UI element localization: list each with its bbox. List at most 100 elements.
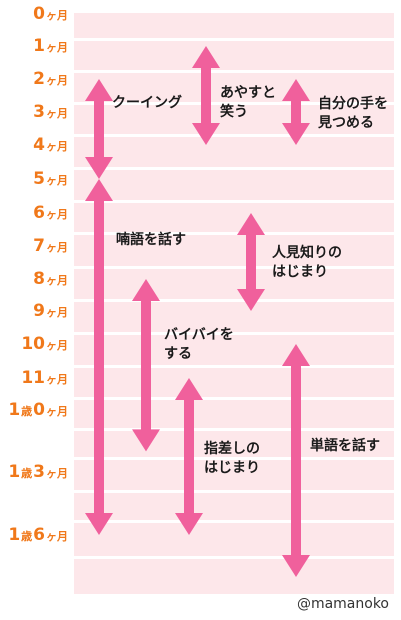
age-label-number: 5 <box>33 169 45 189</box>
milestone-label-line: 指差しの <box>204 441 260 457</box>
milestone-label-line: バイバイを <box>164 327 234 343</box>
age-label: 11ヶ月 <box>0 368 68 390</box>
arrow-head-up <box>282 344 310 366</box>
age-label: 7ヶ月 <box>0 236 68 258</box>
age-label-number: 3 <box>33 102 45 122</box>
milestone-label-line: 喃語を話す <box>116 232 186 248</box>
band-divider <box>74 332 394 335</box>
arrow-shaft <box>184 399 194 514</box>
milestone-label-line: 単語を話す <box>310 438 380 454</box>
band-divider <box>74 556 394 559</box>
milestone-label: あやすと 笑う <box>220 84 276 122</box>
arrow-head-up <box>237 213 265 235</box>
milestone-arrow <box>237 213 265 311</box>
age-label-unit: ヶ月 <box>46 9 68 22</box>
milestone-arrow <box>175 378 203 535</box>
arrow-head-up <box>192 46 220 68</box>
age-label-number: 1 <box>8 462 21 482</box>
arrow-head-down <box>282 555 310 577</box>
milestone-label-line: する <box>164 346 192 362</box>
band-divider <box>74 397 394 400</box>
age-label-unit: ヶ月 <box>46 241 68 254</box>
age-label-number: 11 <box>21 368 45 388</box>
age-label-unit: 歳 <box>21 467 33 480</box>
age-label: 10ヶ月 <box>0 334 68 356</box>
age-label: 9ヶ月 <box>0 301 68 323</box>
age-label-unit: ヶ月 <box>46 74 68 87</box>
arrow-head-down <box>192 123 220 145</box>
arrow-head-up <box>282 79 310 101</box>
band-divider <box>74 266 394 269</box>
age-label-unit: ヶ月 <box>46 467 68 480</box>
milestone-label-line: 自分の手を <box>318 96 388 112</box>
age-label-number: 9 <box>33 301 45 321</box>
age-label-number: 8 <box>33 269 45 289</box>
band-divider <box>74 428 394 431</box>
milestone-arrow <box>132 279 160 452</box>
milestone-label: 自分の手を 見つめる <box>318 95 388 133</box>
band-divider <box>74 38 394 41</box>
milestone-arrow <box>85 79 113 179</box>
arrow-head-down <box>175 513 203 535</box>
milestone-arrow <box>192 46 220 145</box>
arrow-head-up <box>85 179 113 201</box>
age-label: 4ヶ月 <box>0 135 68 157</box>
age-label: 1歳6ヶ月 <box>0 525 68 547</box>
age-label-number: 1 <box>8 400 21 420</box>
age-label-number: 4 <box>33 135 45 155</box>
age-label-number: 1 <box>8 525 21 545</box>
arrow-shaft <box>94 200 104 514</box>
age-label-unit: ヶ月 <box>46 530 68 543</box>
arrow-head-down <box>85 157 113 179</box>
age-label-unit: ヶ月 <box>46 339 68 352</box>
milestone-label: クーイング <box>112 94 182 113</box>
age-label: 3ヶ月 <box>0 102 68 124</box>
timeline-background <box>74 10 394 594</box>
age-label: 2ヶ月 <box>0 69 68 91</box>
age-label-unit: ヶ月 <box>46 107 68 120</box>
age-label-unit: 歳 <box>21 530 33 543</box>
arrow-head-down <box>85 513 113 535</box>
age-label-unit: ヶ月 <box>46 208 68 221</box>
age-label: 1歳0ヶ月 <box>0 400 68 422</box>
milestone-arrow <box>85 179 113 535</box>
band-divider <box>74 457 394 460</box>
age-label: 1ヶ月 <box>0 36 68 58</box>
milestone-label: 人見知りの はじまり <box>272 244 342 282</box>
band-divider <box>74 365 394 368</box>
arrow-shaft <box>201 67 211 124</box>
band-divider <box>74 520 394 523</box>
arrow-head-up <box>85 79 113 101</box>
age-label-number: 10 <box>21 334 45 354</box>
band-divider <box>74 167 394 170</box>
milestone-label: バイバイを する <box>164 326 234 364</box>
milestone-label: 指差しの はじまり <box>204 440 260 478</box>
milestone-label-line: あやすと <box>220 85 276 101</box>
credit-watermark: @mamanoko <box>296 596 389 612</box>
arrow-shaft <box>141 300 151 431</box>
band-divider <box>74 102 394 105</box>
band-divider <box>74 594 394 597</box>
band-divider <box>74 299 394 302</box>
milestone-label-line: はじまり <box>272 264 328 280</box>
arrow-head-up <box>175 378 203 400</box>
age-label-number: 6 <box>33 525 45 545</box>
band-divider <box>74 70 394 73</box>
milestone-arrow <box>282 344 310 577</box>
band-divider <box>74 490 394 493</box>
age-label: 5ヶ月 <box>0 169 68 191</box>
age-label: 6ヶ月 <box>0 203 68 225</box>
milestone-label-line: はじまり <box>204 460 260 476</box>
age-label-unit: ヶ月 <box>46 174 68 187</box>
milestone-label: 喃語を話す <box>116 231 186 250</box>
band-divider <box>74 10 394 13</box>
age-label-unit: ヶ月 <box>46 405 68 418</box>
arrow-head-down <box>237 289 265 311</box>
age-label-number: 0 <box>33 400 45 420</box>
age-label-unit: ヶ月 <box>46 41 68 54</box>
age-label-number: 3 <box>33 462 45 482</box>
arrow-head-down <box>282 123 310 145</box>
age-label-unit: ヶ月 <box>46 274 68 287</box>
